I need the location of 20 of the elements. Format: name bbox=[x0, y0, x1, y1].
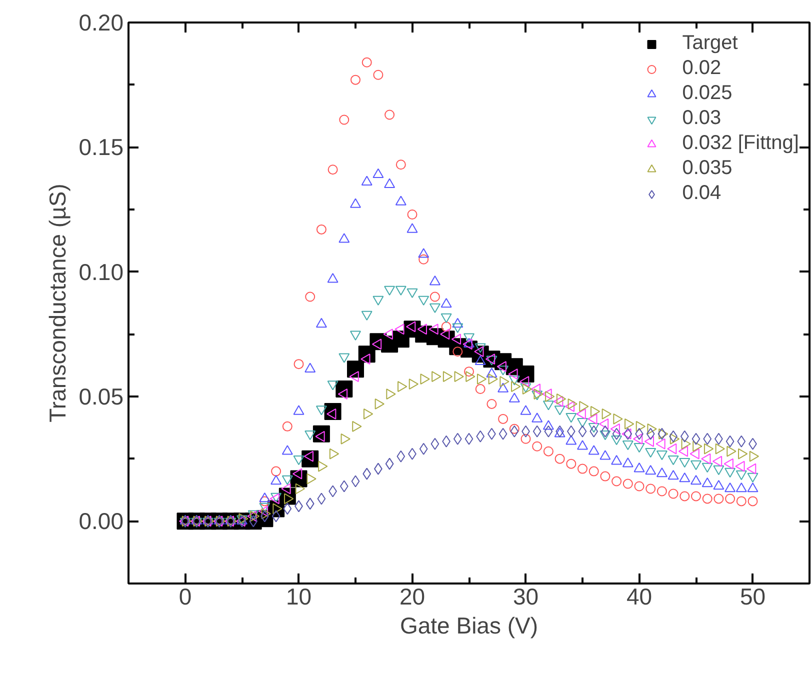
y-tick-label: 0.10 bbox=[78, 258, 124, 285]
legend-label: 0.03 bbox=[682, 107, 722, 130]
y-tick-label: 0.00 bbox=[78, 508, 124, 534]
x-tick-label: 20 bbox=[399, 584, 426, 610]
y-tick-label: 0.15 bbox=[78, 134, 124, 160]
y-axis-title: Transconductance (µS) bbox=[44, 184, 71, 422]
x-tick-label: 40 bbox=[626, 584, 652, 610]
x-tick-label: 30 bbox=[512, 584, 539, 610]
x-tick-label: 10 bbox=[286, 584, 312, 610]
legend-label: 0.032 [Fittng] bbox=[682, 132, 799, 155]
x-tick-label: 50 bbox=[740, 584, 766, 610]
legend-label: Target bbox=[682, 32, 738, 55]
x-axis-title: Gate Bias (V) bbox=[400, 612, 538, 638]
legend-label: 0.02 bbox=[682, 57, 722, 80]
x-tick-label: 0 bbox=[178, 584, 192, 610]
legend-label: 0.035 bbox=[682, 157, 732, 180]
legend-label: 0.025 bbox=[682, 82, 732, 105]
y-tick-label: 0.20 bbox=[78, 10, 124, 36]
y-tick-label: 0.05 bbox=[78, 384, 124, 410]
legend-label: 0.04 bbox=[682, 182, 722, 205]
